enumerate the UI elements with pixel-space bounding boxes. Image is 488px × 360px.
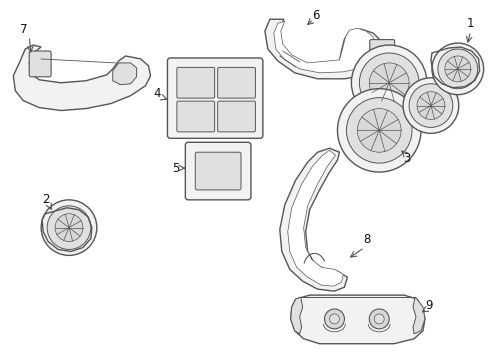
Text: 7: 7 xyxy=(20,23,27,36)
Ellipse shape xyxy=(41,200,97,255)
Text: 2: 2 xyxy=(42,193,50,206)
Text: 9: 9 xyxy=(425,298,432,311)
Circle shape xyxy=(373,314,384,324)
Circle shape xyxy=(368,309,388,329)
Polygon shape xyxy=(279,148,346,291)
Polygon shape xyxy=(113,63,136,85)
Polygon shape xyxy=(290,297,302,334)
FancyBboxPatch shape xyxy=(177,101,214,132)
Ellipse shape xyxy=(351,45,426,121)
Text: 1: 1 xyxy=(466,17,473,30)
Circle shape xyxy=(324,309,344,329)
FancyBboxPatch shape xyxy=(217,101,255,132)
FancyBboxPatch shape xyxy=(217,67,255,98)
Polygon shape xyxy=(290,295,424,344)
Polygon shape xyxy=(13,45,150,111)
Ellipse shape xyxy=(402,78,458,133)
Text: 4: 4 xyxy=(153,87,161,100)
Polygon shape xyxy=(264,19,383,79)
Text: 3: 3 xyxy=(403,152,410,165)
Ellipse shape xyxy=(368,63,408,103)
FancyBboxPatch shape xyxy=(167,58,263,138)
Ellipse shape xyxy=(416,92,444,120)
FancyBboxPatch shape xyxy=(177,67,214,98)
FancyBboxPatch shape xyxy=(195,152,241,190)
Text: 5: 5 xyxy=(171,162,179,175)
Polygon shape xyxy=(287,150,343,286)
Ellipse shape xyxy=(444,56,470,82)
Polygon shape xyxy=(412,297,424,334)
Ellipse shape xyxy=(408,84,452,127)
Ellipse shape xyxy=(47,206,91,249)
FancyBboxPatch shape xyxy=(185,142,250,200)
Text: 8: 8 xyxy=(363,233,370,246)
Ellipse shape xyxy=(437,49,477,89)
Ellipse shape xyxy=(359,53,418,113)
Text: 6: 6 xyxy=(311,9,319,22)
Ellipse shape xyxy=(55,214,83,242)
FancyBboxPatch shape xyxy=(369,40,394,67)
Ellipse shape xyxy=(431,43,483,95)
Circle shape xyxy=(329,314,339,324)
Ellipse shape xyxy=(337,89,420,172)
Polygon shape xyxy=(273,21,374,73)
Ellipse shape xyxy=(357,109,400,152)
Ellipse shape xyxy=(346,98,411,163)
FancyBboxPatch shape xyxy=(29,51,51,77)
